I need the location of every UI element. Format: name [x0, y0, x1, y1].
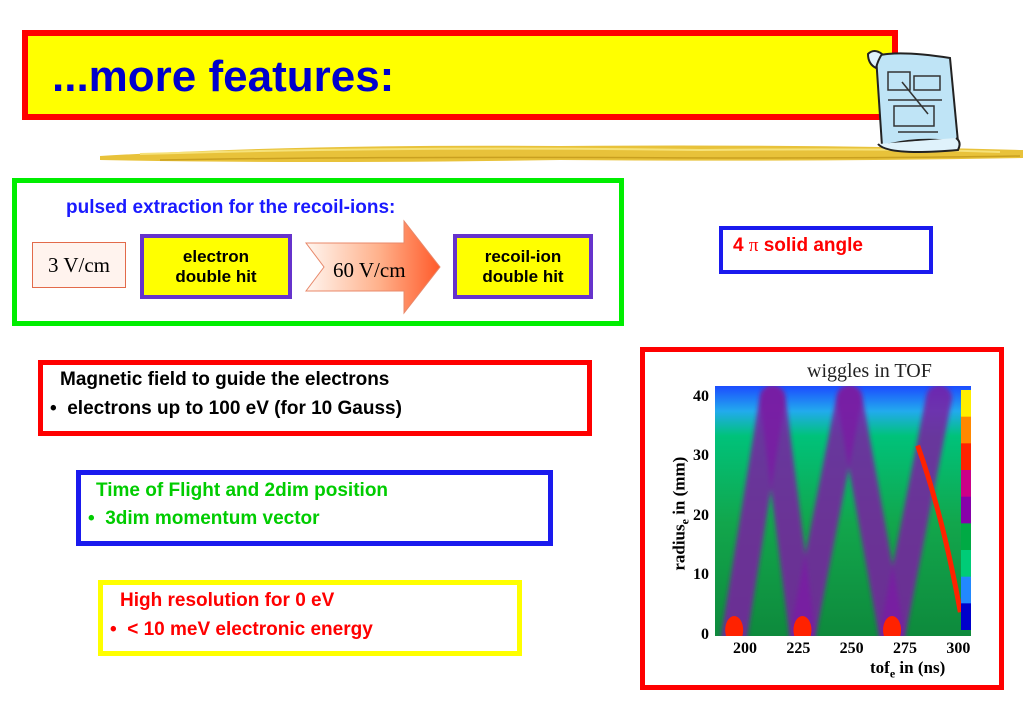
x-label-rest: in (ns) — [895, 658, 946, 677]
wiggle-band — [879, 386, 952, 636]
x-tick-label: 225 — [786, 640, 811, 657]
tof-position-box — [76, 470, 553, 546]
x-tick-label: 300 — [946, 640, 971, 657]
pi-symbol: π — [748, 235, 759, 256]
colorbar-segment — [961, 443, 971, 471]
high-resolution-line1: High resolution for 0 eV — [120, 590, 335, 611]
magnetic-field-line2: • electrons up to 100 eV (for 10 Gauss) — [50, 398, 402, 420]
x-tick-label: 275 — [893, 640, 917, 657]
magnetic-field-line1: Magnetic field to guide the electrons — [60, 369, 390, 390]
high-resolution-box — [98, 580, 522, 656]
y-axis-label: radiuse in (mm) — [669, 414, 692, 614]
bullet: • — [50, 398, 57, 419]
colorbar — [961, 390, 971, 630]
x-label-sub: e — [889, 666, 896, 681]
x-axis-label: tofe in (ns) — [870, 658, 945, 681]
recoil-ion-double-hit-line2: double hit — [482, 266, 564, 286]
wiggle-band — [836, 386, 906, 636]
bullet: • — [88, 508, 95, 529]
tof-position-line1: Time of Flight and 2dim position — [96, 480, 389, 501]
tof-position-bullet-text: 3dim momentum vector — [105, 508, 320, 529]
wiggle-trace — [915, 444, 963, 613]
y-tick-label: 20 — [693, 506, 709, 524]
x-tick-label: 200 — [733, 640, 757, 657]
colorbar-segment — [961, 496, 971, 524]
magnetic-field-bullet-text: electrons up to 100 eV (for 10 Gauss) — [67, 398, 402, 419]
colorbar-segment — [961, 470, 971, 498]
high-resolution-bullet-text: < 10 meV electronic energy — [127, 619, 373, 640]
colorbar-segment — [961, 416, 971, 444]
high-resolution-line2: • < 10 meV electronic energy — [110, 619, 373, 641]
heatmap-plot — [715, 386, 971, 636]
node-hotspot — [793, 616, 812, 636]
colorbar-segment — [961, 390, 971, 418]
scroll-blueprint-icon — [866, 50, 961, 153]
solid-angle-prefix: 4 — [733, 235, 749, 256]
solid-angle-box — [719, 226, 933, 274]
title-banner — [22, 30, 898, 120]
electron-double-hit-line2: double hit — [175, 266, 257, 286]
recoil-ion-double-hit-box: recoil-ion double hit — [453, 234, 593, 299]
chart-title: wiggles in TOF — [807, 360, 932, 382]
solid-angle-label: 4 π solid angle — [733, 235, 863, 257]
y-label-main: radius — [669, 524, 689, 571]
colorbar-segment — [961, 576, 971, 604]
y-tick-label: 0 — [701, 626, 709, 643]
extraction-heading: pulsed extraction for the recoil-ions: — [66, 197, 396, 218]
field-3vcm-label: 3 V/cm — [32, 242, 126, 288]
colorbar-segment — [961, 523, 971, 551]
electron-double-hit-line1: electron — [182, 246, 250, 266]
field-60vcm-label: 60 V/cm — [333, 258, 406, 282]
right-arrow-icon — [305, 219, 441, 315]
y-tick-label: 30 — [693, 447, 709, 465]
electron-double-hit-box: electron double hit — [140, 234, 292, 299]
page-title: ...more features: — [52, 52, 395, 101]
recoil-ion-double-hit-line1: recoil-ion — [484, 246, 562, 266]
wiggle-band — [789, 386, 863, 636]
magnetic-field-box — [38, 360, 592, 436]
bullet: • — [110, 619, 117, 640]
solid-angle-suffix: solid angle — [758, 235, 863, 256]
node-hotspot — [883, 616, 902, 636]
node-hotspot — [725, 616, 744, 636]
tof-position-line2: • 3dim momentum vector — [88, 508, 320, 530]
y-tick-label: 40 — [693, 387, 709, 405]
tof-plot-frame: wiggles in TOF 200 225 250 275 300 0 10 20 30 40… — [640, 347, 1004, 690]
colorbar-segment — [961, 550, 971, 578]
y-tick-label: 10 — [693, 566, 709, 584]
x-tick-label: 250 — [839, 640, 864, 657]
x-label-main: tof — [870, 658, 890, 677]
colorbar-segment — [961, 603, 971, 630]
y-label-sub: e — [677, 519, 692, 525]
y-label-rest: in (mm) — [669, 456, 689, 520]
